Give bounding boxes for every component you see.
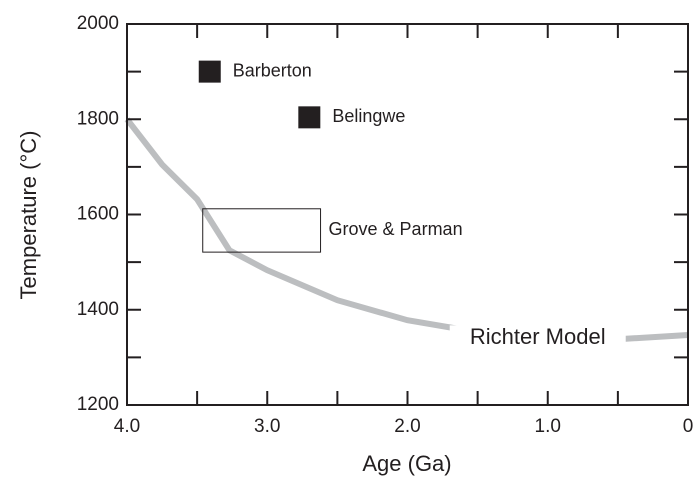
y-tick-label: 2000 xyxy=(77,13,119,34)
x-tick-label: 2.0 xyxy=(394,416,420,437)
y-tick-label: 1600 xyxy=(77,204,119,225)
y-tick-label: 1800 xyxy=(77,108,119,129)
point-label: Belingwe xyxy=(332,106,405,126)
x-tick-label: 0 xyxy=(683,416,694,437)
x-tick-label: 4.0 xyxy=(114,416,140,437)
y-tick-label: 1200 xyxy=(77,394,119,415)
point-label: Barberton xyxy=(233,60,312,80)
curve-label: Richter Model xyxy=(470,324,606,349)
y-tick-label: 1400 xyxy=(77,299,119,320)
x-axis-label: Age (Ga) xyxy=(362,451,451,476)
data-point xyxy=(198,60,221,83)
data-point xyxy=(298,106,321,129)
y-axis-label: Temperature (°C) xyxy=(16,131,41,300)
x-tick-label: 1.0 xyxy=(535,416,561,437)
range-box xyxy=(202,208,322,253)
x-tick-label: 3.0 xyxy=(254,416,280,437)
label-background xyxy=(449,325,626,352)
box-label: Grove & Parman xyxy=(329,219,463,239)
